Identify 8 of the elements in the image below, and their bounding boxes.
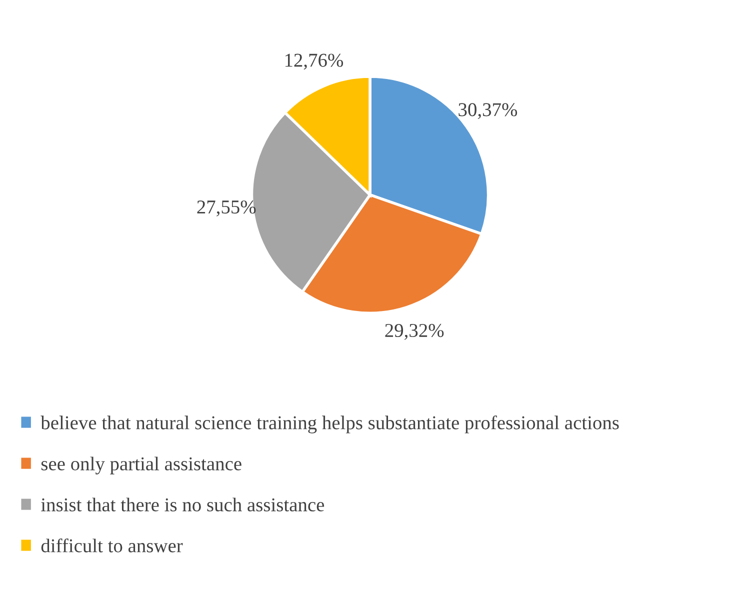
data-label: 27,55% — [197, 200, 256, 216]
legend-label: see only partial assistance — [41, 456, 242, 474]
data-label: 12,76% — [285, 54, 344, 70]
legend-label: insist that there is no such assistance — [41, 498, 324, 512]
legend-label: difficult to answer — [41, 538, 183, 552]
legend-label: believe that natural science training helps substantiate professional actions — [40, 415, 619, 434]
data-label: 30,37% — [458, 103, 518, 120]
data-label: 29,32% — [385, 324, 444, 340]
